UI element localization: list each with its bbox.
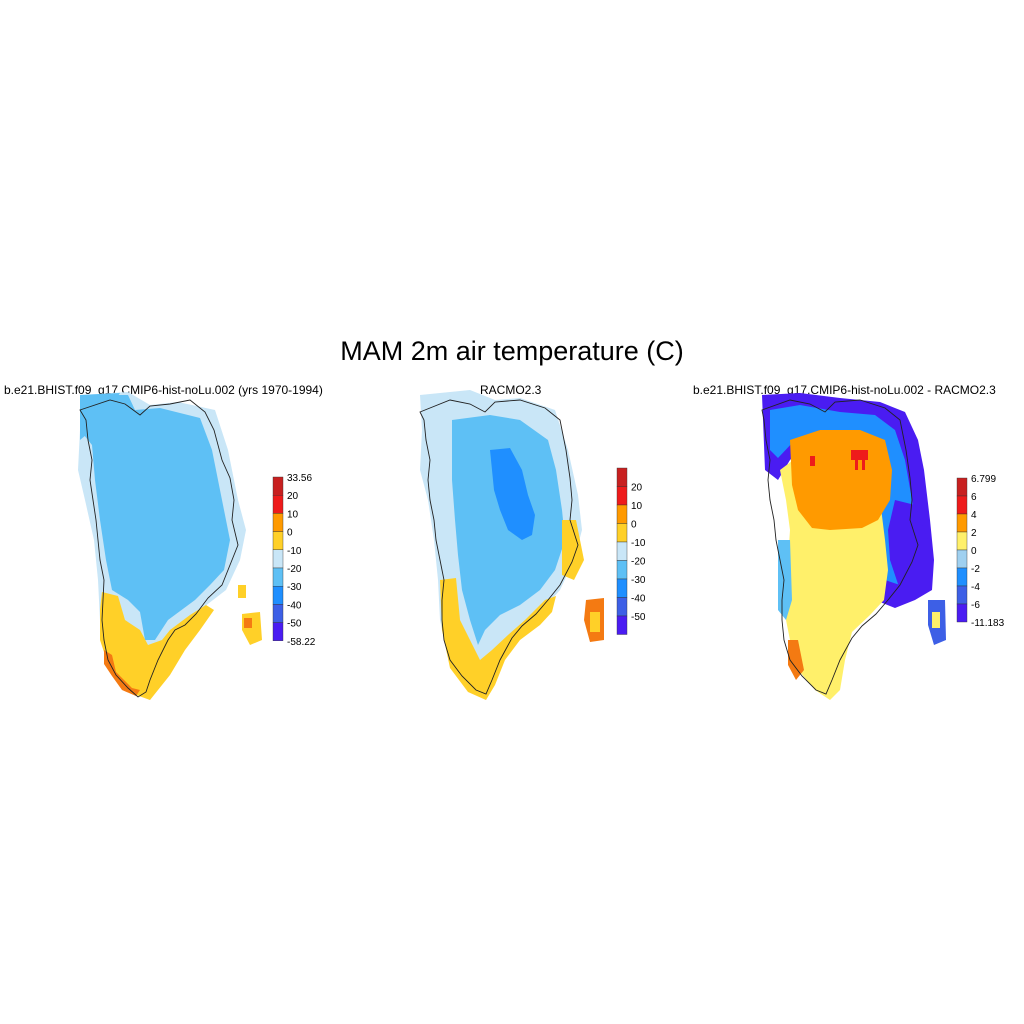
colorbar-swatch [956, 603, 968, 623]
colorbar-model: 33.56 20 10 0 -10 -20 -30 -40 -50 -58.22 [272, 473, 316, 648]
colorbar-tick-label: -20 [287, 564, 302, 575]
region-west-blue [778, 540, 792, 620]
map-panel-racmo: 20 10 0 -10 -20 -30 -40 -50 [419, 390, 646, 700]
colorbar-tick-label: -50 [631, 612, 646, 623]
colorbar-swatch [616, 504, 628, 524]
colorbar-swatch [956, 531, 968, 551]
map-panel-difference: 6.799 6 4 2 0 -2 -4 -6 -11.183 [761, 393, 1005, 700]
colorbar-tick-label: -40 [631, 594, 646, 605]
colorbar-tick-label: 2 [971, 528, 977, 539]
colorbar-tick-label: 6.799 [971, 474, 996, 485]
colorbar-tick-label: -10 [287, 546, 302, 557]
colorbar-tick-label: 0 [971, 546, 977, 557]
region-west-orange [788, 640, 804, 680]
region-orange [790, 430, 892, 530]
colorbar-tick-label: -6 [971, 600, 980, 611]
colorbar-swatch [272, 549, 284, 569]
colorbar-swatch [616, 467, 628, 487]
region-east-violet [888, 500, 930, 595]
colorbar-tick-label: 10 [631, 501, 643, 512]
colorbar-swatch [956, 477, 968, 497]
region-blue-core [490, 448, 535, 540]
colorbar-swatch [616, 578, 628, 598]
colorbar-tick-label: 10 [287, 509, 299, 520]
colorbar-tick-label: -30 [287, 582, 302, 593]
colorbar-swatch [956, 495, 968, 515]
coastline-model [79, 399, 239, 698]
map-panel-model: 33.56 20 10 0 -10 -20 -30 -40 -50 -58.22 [78, 392, 316, 700]
region-gold [100, 592, 214, 700]
colorbar-tick-label: -2 [971, 564, 980, 575]
region-red-spot-2 [810, 456, 815, 466]
colorbar-swatch [616, 523, 628, 543]
colorbar-tick-label: -58.22 [287, 637, 316, 648]
greenland-field-model [78, 392, 262, 700]
region-east-gold [562, 520, 584, 580]
colorbar-tick-label: 0 [287, 528, 293, 539]
figure-title: MAM 2m air temperature (C) [340, 336, 684, 366]
region-east-orange [244, 618, 252, 628]
region-orange-coast [104, 650, 140, 696]
coastline-racmo [419, 399, 579, 695]
colorbar-swatch [616, 486, 628, 506]
colorbar-swatch [272, 495, 284, 514]
colorbar-tick-label: 6 [971, 492, 977, 503]
panel-2-title: RACMO2.3 [480, 383, 542, 397]
colorbar-tick-label: 20 [631, 483, 643, 494]
colorbar-tick-label: 4 [971, 510, 977, 521]
region-east-gold-2 [590, 612, 600, 632]
panel-1-title: b.e21.BHIST.f09_g17.CMIP6-hist-noLu.002 … [4, 383, 323, 397]
colorbar-swatch [272, 476, 284, 496]
greenland-field-difference [762, 393, 946, 700]
colorbar-tick-label: 33.56 [287, 473, 312, 484]
colorbar-tick-label: -50 [287, 619, 302, 630]
coastline-difference [761, 399, 919, 695]
colorbar-swatch [956, 585, 968, 605]
colorbar-difference: 6.799 6 4 2 0 -2 -4 -6 -11.183 [956, 474, 1005, 629]
colorbar-swatch [272, 586, 284, 605]
greenland-field-racmo [420, 390, 604, 700]
region-gold [440, 578, 556, 700]
colorbar-swatch [272, 513, 284, 532]
colorbar-tick-label: -11.183 [971, 618, 1005, 629]
region-red-spot [851, 450, 868, 470]
colorbar-tick-label: 20 [287, 491, 299, 502]
colorbar-tick-label: -40 [287, 600, 302, 611]
region-nw-corner [80, 393, 120, 440]
colorbar-swatch [956, 567, 968, 587]
colorbar-swatch [616, 541, 628, 561]
colorbar-tick-label: -10 [631, 538, 646, 549]
colorbar-swatch [616, 597, 628, 617]
colorbar-swatch [616, 560, 628, 580]
colorbar-swatch [272, 604, 284, 623]
region-east-yellow [932, 612, 940, 628]
colorbar-tick-label: -4 [971, 582, 980, 593]
colorbar-swatch [956, 513, 968, 533]
colorbar-tick-label: 0 [631, 520, 637, 531]
colorbar-tick-label: -20 [631, 557, 646, 568]
colorbar-swatch [616, 615, 628, 635]
colorbar-swatch [956, 549, 968, 569]
region-east-islands [238, 585, 262, 645]
colorbar-racmo: 20 10 0 -10 -20 -30 -40 -50 [616, 467, 646, 635]
colorbar-swatch [272, 531, 284, 550]
colorbar-swatch [272, 622, 284, 641]
region-sky-blue [80, 395, 230, 640]
colorbar-tick-label: -30 [631, 575, 646, 586]
colorbar-swatch [272, 567, 284, 587]
panel-3-title: b.e21.BHIST.f09_g17.CMIP6-hist-noLu.002 … [693, 383, 996, 397]
